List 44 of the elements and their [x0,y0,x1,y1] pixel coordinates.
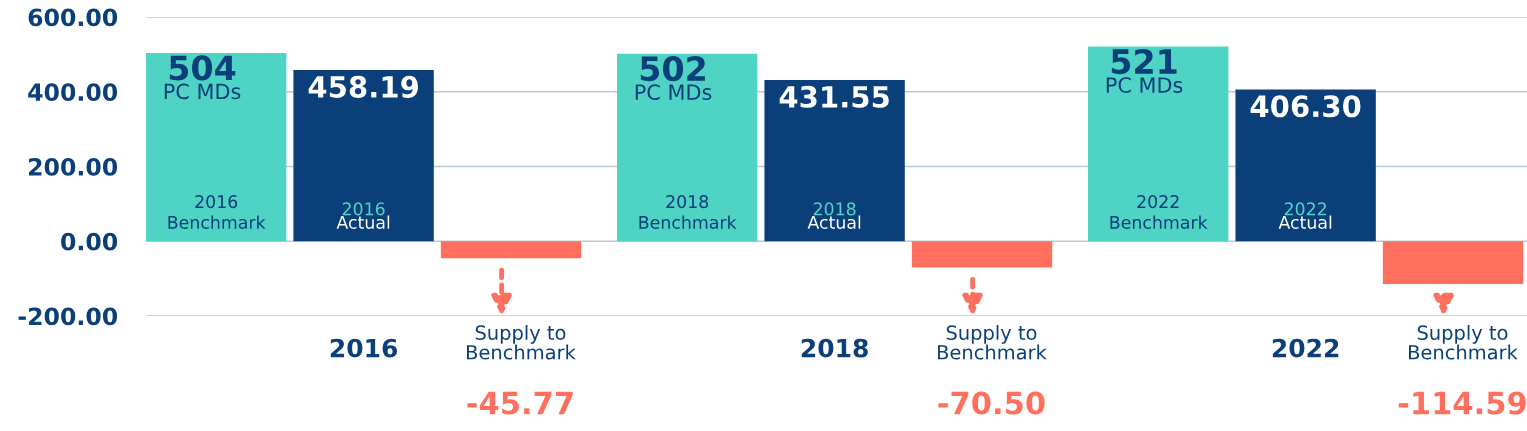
y-tick-label: 600.00 [28,8,118,27]
y-tick-label: 400.00 [28,83,118,102]
data-label: -45.77 [467,391,573,415]
data-label: 406.30 [1250,95,1361,118]
text: Supply to Benchmark [937,324,1047,360]
bar [617,53,758,242]
text: Actual [1278,215,1332,229]
text: Supply to Benchmark [1409,324,1518,360]
legend-label: Supply to Benchmark [466,324,576,360]
annotation: PC MDs [635,84,712,101]
data-label: -70.50 [938,391,1045,415]
annotation: PC MDs [164,83,241,100]
category-label: 2022 [1284,202,1326,216]
series-label: Actual [336,215,390,229]
bar [146,52,287,242]
bar [1235,89,1376,242]
category-label: 2016 [342,202,385,216]
bar [1088,46,1229,242]
data-label: 458.19 [308,75,419,98]
series-label: Benchmark [168,215,266,229]
annotation: PC MDs [1106,77,1183,93]
category-label: 2022 [1137,195,1179,209]
bar [293,70,434,242]
category-label: 2018 [813,202,856,216]
x-tick-label: 2022 [1272,338,1339,358]
x-tick-label: 2016 [330,338,398,358]
text: Benchmark [1110,215,1208,229]
y-tick-label: -200.00 [18,307,118,326]
y-tick-label: 0.00 [61,232,118,251]
category-label: 2018 [666,195,709,209]
data-label: -114.59 [1398,391,1526,415]
x-tick-label: 2018 [801,338,868,358]
bar [440,241,582,259]
text: Actual [807,215,861,229]
data-label: 502 [640,56,705,82]
category-label: 2016 [195,195,238,209]
y-tick-label: 200.00 [28,157,118,176]
data-label: 521 [1111,48,1177,75]
bar [1382,241,1524,285]
data-label: 431.55 [779,85,889,108]
bar [911,241,1053,268]
text: Benchmark [639,215,737,229]
bar [764,79,905,242]
data-label: 504 [169,55,236,81]
